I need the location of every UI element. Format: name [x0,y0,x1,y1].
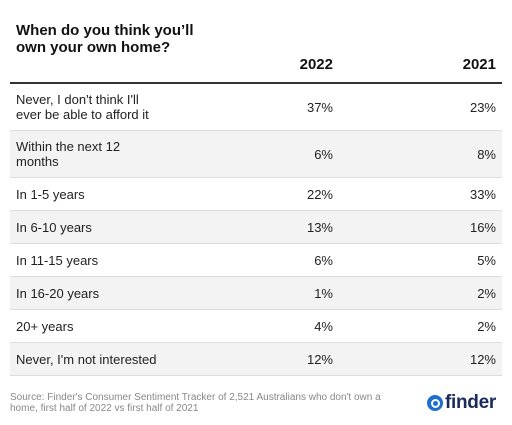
value-2022: 1% [314,285,333,301]
row-label: In 16-20 years [16,285,100,301]
value-2021: 2% [477,318,496,334]
table-row: In 6-10 years 13% 16% [10,211,502,244]
column-header-2022: 2022 [299,56,333,73]
value-2021: 33% [469,186,496,202]
table-row: Never, I don't think I'll ever be able t… [10,84,502,131]
value-2022: 13% [306,219,333,235]
value-2021: 2% [477,285,496,301]
column-header-2021: 2021 [462,56,496,73]
search-icon [427,395,443,411]
table-row: In 11-15 years 6% 5% [10,244,502,277]
row-label: In 11-15 years [16,252,99,268]
results-table: When do you think you’ll own your own ho… [10,18,502,376]
table-row: In 16-20 years 1% 2% [10,277,502,310]
question-heading: When do you think you’ll own your own ho… [16,22,194,56]
value-2022: 4% [314,318,333,334]
value-2022: 12% [306,351,333,367]
table-row: In 1-5 years 22% 33% [10,178,502,211]
value-2022: 37% [306,99,333,115]
table-header: When do you think you’ll own your own ho… [10,18,502,84]
source-note: Source: Finder's Consumer Sentiment Trac… [10,392,381,414]
row-label: Never, I'm not interested [16,351,157,367]
value-2021: 16% [469,219,496,235]
table-row: 20+ years 4% 2% [10,310,502,343]
logo-wordmark: finder [445,392,496,413]
finder-logo: finder [427,392,496,414]
row-label: In 1-5 years [16,186,85,202]
value-2021: 12% [469,351,496,367]
value-2021: 23% [469,99,496,115]
value-2022: 6% [314,146,333,162]
row-label: Within the next 12 months [16,139,121,169]
row-label: In 6-10 years [16,219,92,235]
value-2021: 5% [477,252,496,268]
row-label: Never, I don't think I'll ever be able t… [16,92,149,122]
table-row: Never, I'm not interested 12% 12% [10,343,502,376]
row-label: 20+ years [16,318,74,334]
value-2021: 8% [477,146,496,162]
table-row: Within the next 12 months 6% 8% [10,131,502,178]
value-2022: 22% [306,186,333,202]
value-2022: 6% [314,252,333,268]
